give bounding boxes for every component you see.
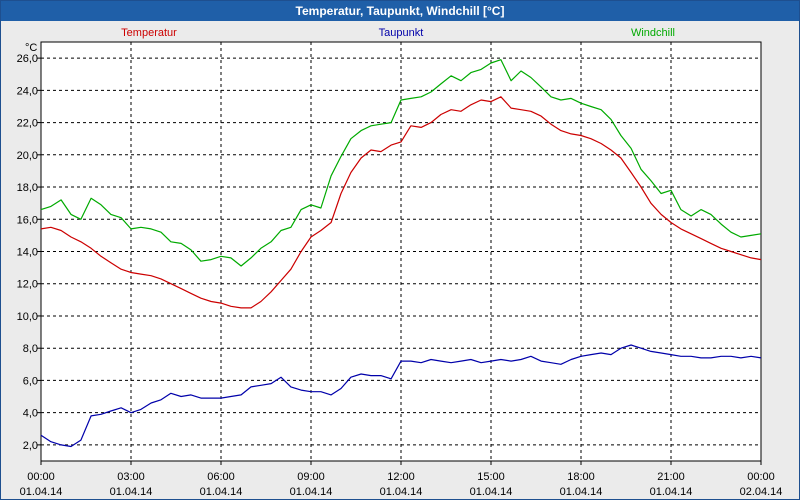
x-tick-date-label: 01.04.14 [110, 486, 153, 498]
y-tick-label: 8,0 [23, 343, 38, 355]
x-tick-time-label: 12:00 [387, 471, 415, 483]
y-tick-label: 14,0 [17, 247, 38, 259]
x-tick-date-label: 01.04.14 [380, 486, 423, 498]
y-tick-label: 18,0 [17, 182, 38, 194]
series-line-taupunkt [40, 344, 762, 448]
series-lines [40, 59, 762, 448]
legend-windchill: Windchill [631, 27, 675, 39]
y-tick-label: 22,0 [17, 118, 38, 130]
x-tick-time-label: 09:00 [297, 471, 325, 483]
x-tick-time-label: 00:00 [747, 471, 775, 483]
x-tick-date-label: 01.04.14 [290, 486, 333, 498]
y-tick-label: 4,0 [23, 408, 38, 420]
legend-taupunkt: Taupunkt [379, 27, 424, 39]
y-tick-label: 26,0 [17, 53, 38, 65]
series-line-temperatur [40, 96, 762, 309]
y-tick-label: 16,0 [17, 214, 38, 226]
x-tick-date-label: 01.04.14 [560, 486, 603, 498]
y-tick-label: 6,0 [23, 375, 38, 387]
x-tick-time-label: 15:00 [477, 471, 505, 483]
series-line-windchill [40, 59, 762, 267]
x-tick-date-label: 02.04.14 [740, 486, 783, 498]
x-tick-date-label: 01.04.14 [470, 486, 513, 498]
x-tick-time-label: 21:00 [657, 471, 685, 483]
y-tick-label: 10,0 [17, 311, 38, 323]
unit-label: °C [25, 42, 37, 54]
x-tick-time-label: 06:00 [207, 471, 235, 483]
legend-temperatur: Temperatur [121, 27, 177, 39]
x-tick-time-label: 00:00 [27, 471, 55, 483]
axis-labels: 26,0 24,0 22,0 20,0 18,0 16,0 14,0 12,0 10,0 8,0 6… [17, 53, 783, 498]
x-tick-date-label: 01.04.14 [20, 486, 63, 498]
grid-lines [41, 42, 761, 461]
y-tick-label: 2,0 [23, 440, 38, 452]
y-tick-label: 20,0 [17, 150, 38, 162]
y-tick-label: 24,0 [17, 85, 38, 97]
window-title: Temperatur, Taupunkt, Windchill [°C] [1, 1, 799, 21]
x-tick-date-label: 01.04.14 [650, 486, 693, 498]
x-tick-date-label: 01.04.14 [200, 486, 243, 498]
x-tick-time-label: 03:00 [117, 471, 145, 483]
x-tick-time-label: 18:00 [567, 471, 595, 483]
y-tick-label: 12,0 [17, 279, 38, 291]
